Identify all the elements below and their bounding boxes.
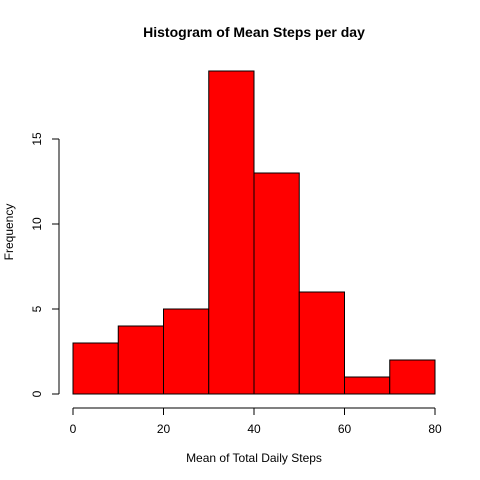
y-axis: 0 5 10 15 — [30, 132, 60, 397]
histogram-bar-5 — [298, 291, 345, 395]
x-tick-label: 60 — [338, 422, 352, 436]
histogram-bar-4 — [253, 172, 300, 395]
y-axis-label: Frequency — [2, 204, 16, 261]
histogram-bar-1 — [117, 325, 164, 395]
y-tick-label: 5 — [30, 305, 44, 312]
histogram-bar-3 — [208, 70, 255, 395]
y-tick-label: 15 — [30, 132, 44, 146]
x-tick-label: 40 — [247, 422, 261, 436]
chart-title: Histogram of Mean Steps per day — [143, 24, 365, 40]
y-tick-label: 10 — [30, 217, 44, 231]
x-tick-label: 80 — [428, 422, 442, 436]
histogram-bar-0 — [72, 342, 119, 395]
x-tick-label: 0 — [70, 422, 77, 436]
histogram-bar-7 — [389, 359, 436, 395]
y-tick-label: 0 — [30, 390, 44, 397]
x-axis-label: Mean of Total Daily Steps — [186, 451, 322, 465]
x-tick-label: 20 — [157, 422, 171, 436]
x-axis: 0 20 40 60 80 — [70, 407, 442, 436]
histogram-bar-6 — [344, 376, 391, 395]
bars-group — [72, 70, 436, 395]
histogram-bar-2 — [163, 308, 210, 395]
